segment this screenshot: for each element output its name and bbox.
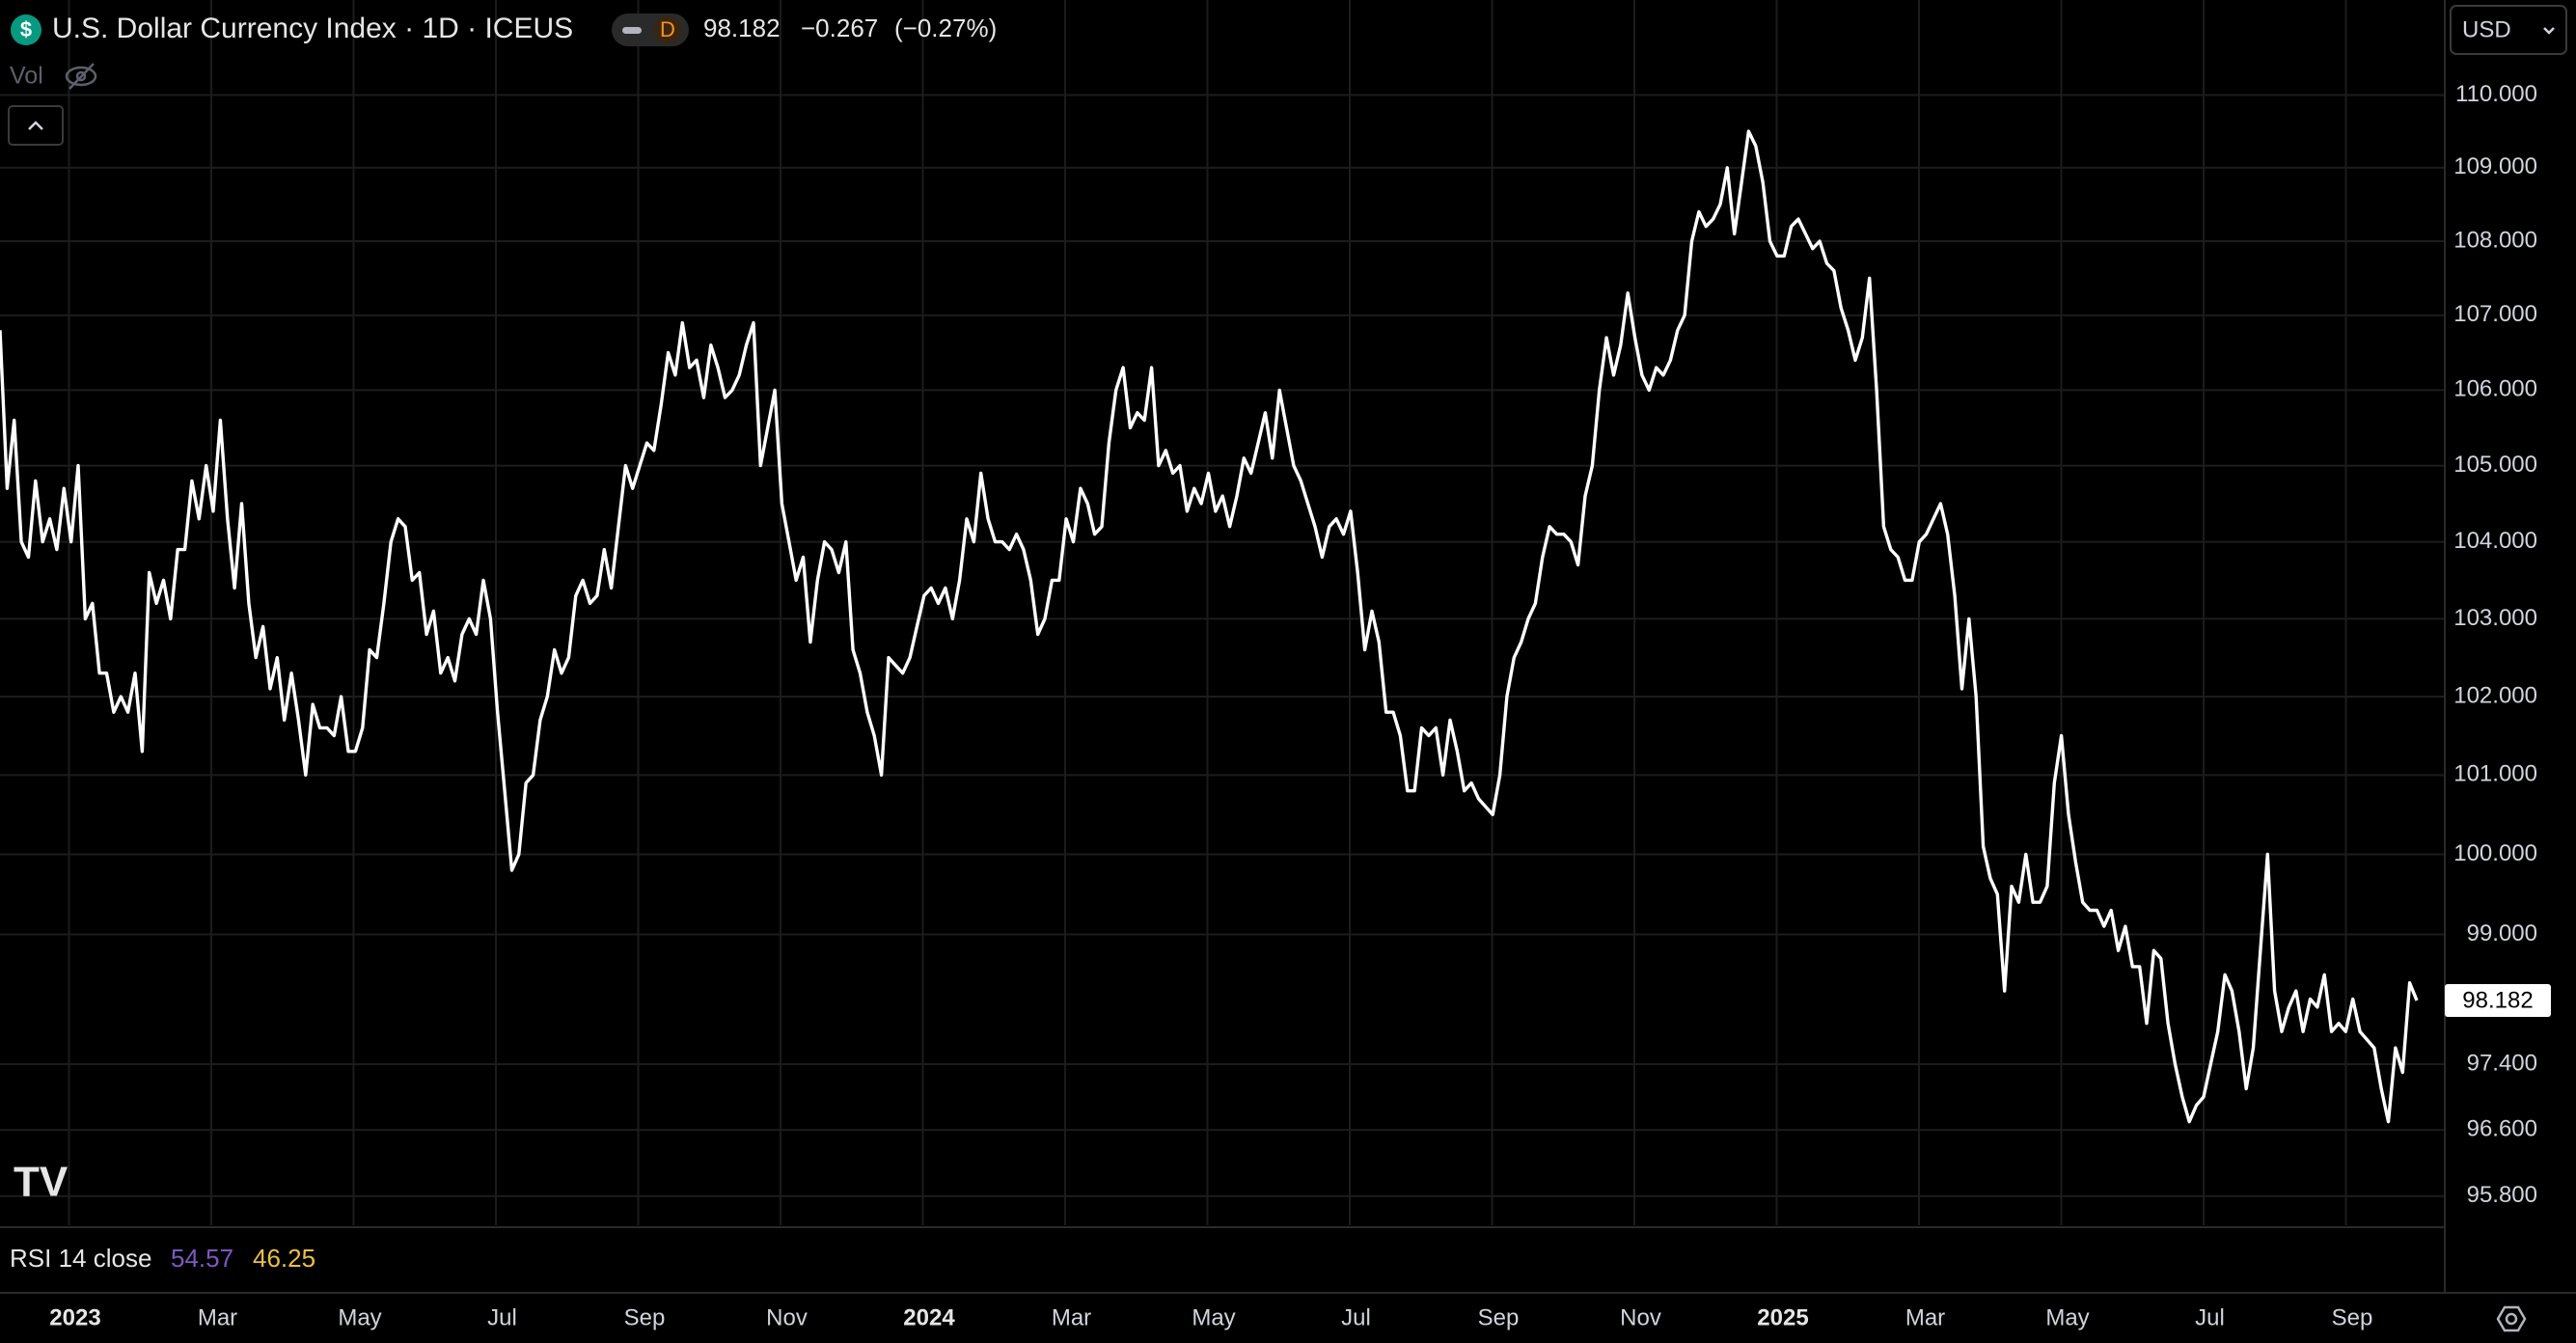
y-tick-label: 99.000 [2467, 920, 2537, 946]
x-tick-label: 2024 [903, 1304, 955, 1330]
x-tick-label: May [338, 1304, 381, 1330]
y-tick-label: 105.000 [2453, 452, 2537, 478]
x-tick-label: Mar [198, 1304, 237, 1330]
interval-badge-bg [654, 16, 681, 43]
symbol-icon-glyph: $ [20, 17, 32, 41]
x-tick-label: Mar [1905, 1304, 1945, 1330]
collapse-button[interactable] [8, 105, 64, 146]
plot [0, 129, 2419, 1124]
collapse-icon [28, 121, 43, 130]
volume-label[interactable]: Vol [10, 63, 43, 90]
x-tick-label: May [1192, 1304, 1235, 1330]
currency-caret [2543, 27, 2555, 35]
x-tick-label: Mar [1052, 1304, 1091, 1330]
settings-icon[interactable] [2496, 1305, 2527, 1332]
y-tick-label: 103.000 [2453, 605, 2537, 631]
x-tick-label: Nov [766, 1304, 808, 1330]
y-tick-label: 95.800 [2467, 1182, 2537, 1208]
x-tick-label: 2023 [49, 1304, 100, 1330]
x-tick-label: Sep [1478, 1304, 1520, 1330]
y-tick-label: 102.000 [2453, 682, 2537, 708]
x-tick-label: Jul [487, 1304, 517, 1330]
rsi-value: 46.25 [253, 1244, 315, 1273]
y-tick-label: 100.000 [2453, 840, 2537, 866]
x-tick-label: May [2045, 1304, 2089, 1330]
price-change-pct: (−0.27%) [894, 14, 997, 42]
visibility-toggle[interactable] [65, 63, 97, 90]
price: 98.182 [703, 14, 781, 42]
x-tick-label: Sep [624, 1304, 666, 1330]
symbol-icon[interactable] [11, 14, 41, 45]
x-tick-label: 2025 [1757, 1304, 1808, 1330]
y-tick-label: 104.000 [2453, 528, 2537, 554]
rsi-label[interactable]: RSI 14 close [10, 1244, 151, 1273]
chart-title[interactable]: U.S. Dollar Currency Index · 1D · ICEUS [52, 13, 573, 44]
y-tick-label: 109.000 [2453, 153, 2537, 179]
price-line [0, 129, 2419, 1124]
x-tick-label: Nov [1620, 1304, 1661, 1330]
y-tick-label: 106.000 [2453, 376, 2537, 402]
currency-label: USD [2462, 16, 2511, 42]
interval-badge: D [660, 17, 675, 41]
tv-logo[interactable]: TV [14, 1159, 69, 1206]
x-tick-label: Jul [2195, 1304, 2225, 1330]
y-tick-label: 97.400 [2467, 1050, 2537, 1076]
last-price-label: 98.182 [2462, 987, 2533, 1013]
grid [0, 0, 2445, 1225]
y-tick-label: 101.000 [2453, 761, 2537, 787]
status-dash [622, 27, 642, 34]
price-change: −0.267 [801, 14, 878, 42]
currency-button[interactable] [2450, 5, 2567, 55]
x-tick-label: Jul [1341, 1304, 1371, 1330]
y-tick-label: 110.000 [2455, 81, 2537, 107]
y-tick-label: 96.600 [2467, 1115, 2537, 1141]
x-tick-label: Sep [2332, 1304, 2373, 1330]
rsi-value: 54.57 [171, 1244, 233, 1273]
y-tick-label: 108.000 [2453, 227, 2537, 253]
y-tick-label: 107.000 [2453, 301, 2537, 327]
last-price-box [2445, 983, 2551, 1017]
